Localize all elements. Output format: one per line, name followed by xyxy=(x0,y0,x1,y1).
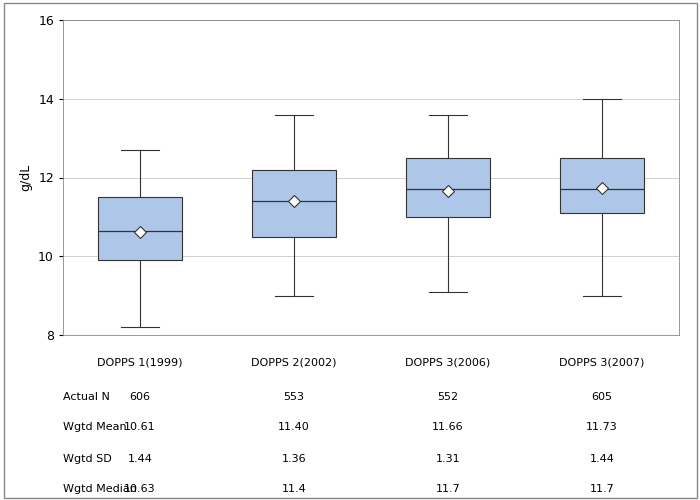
Text: 1.31: 1.31 xyxy=(435,454,461,464)
Text: Wgtd Median: Wgtd Median xyxy=(63,484,137,494)
Text: 552: 552 xyxy=(438,392,458,402)
Text: 1.44: 1.44 xyxy=(589,454,615,464)
Text: 1.44: 1.44 xyxy=(127,454,153,464)
Bar xyxy=(97,197,182,260)
Text: 606: 606 xyxy=(130,392,150,402)
Text: 11.66: 11.66 xyxy=(432,422,464,432)
Y-axis label: g/dL: g/dL xyxy=(20,164,32,191)
Text: 11.40: 11.40 xyxy=(278,422,310,432)
Bar xyxy=(252,170,337,236)
Text: 11.7: 11.7 xyxy=(435,484,461,494)
Text: Wgtd Mean: Wgtd Mean xyxy=(63,422,127,432)
Text: 1.36: 1.36 xyxy=(281,454,307,464)
Text: DOPPS 3(2006): DOPPS 3(2006) xyxy=(405,358,491,368)
Text: 11.73: 11.73 xyxy=(586,422,618,432)
Text: DOPPS 3(2007): DOPPS 3(2007) xyxy=(559,358,645,368)
Text: 605: 605 xyxy=(592,392,612,402)
Bar xyxy=(560,158,644,213)
Text: Actual N: Actual N xyxy=(63,392,110,402)
Bar xyxy=(406,158,491,217)
Text: 10.61: 10.61 xyxy=(124,422,156,432)
Text: 10.63: 10.63 xyxy=(124,484,156,494)
Text: DOPPS 1(1999): DOPPS 1(1999) xyxy=(97,358,183,368)
Text: 553: 553 xyxy=(284,392,304,402)
Text: DOPPS 2(2002): DOPPS 2(2002) xyxy=(251,358,337,368)
Text: 11.4: 11.4 xyxy=(281,484,307,494)
Text: 11.7: 11.7 xyxy=(589,484,615,494)
Text: Wgtd SD: Wgtd SD xyxy=(63,454,112,464)
